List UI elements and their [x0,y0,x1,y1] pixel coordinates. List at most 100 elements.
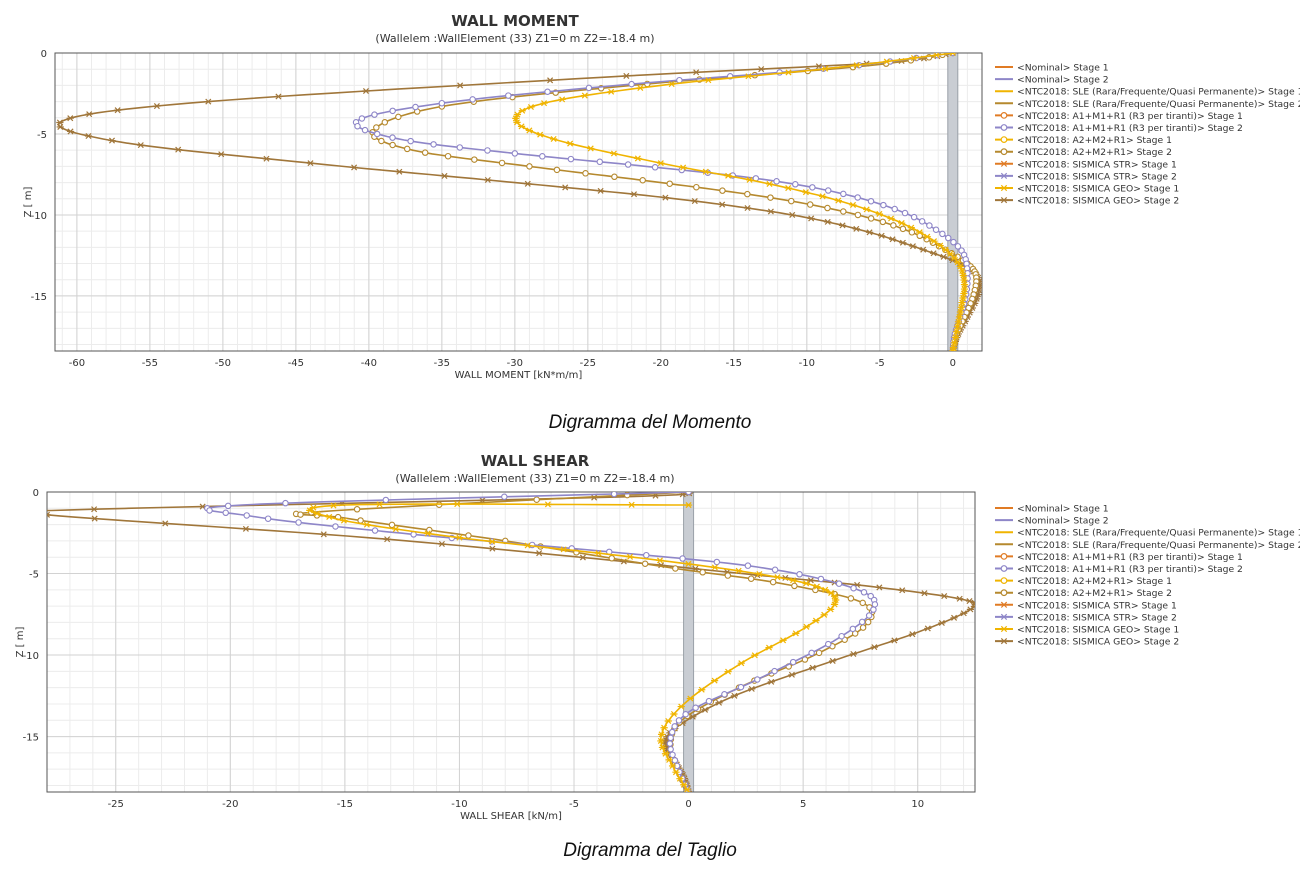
data-point [773,574,782,581]
data-point [667,734,674,742]
data-point [587,145,595,152]
data-point [325,513,333,520]
data-point [501,493,508,501]
data-point [517,123,526,130]
data-point [353,506,361,513]
data-point [898,587,906,594]
legend-label: <NTC2018: SISMICA STR> Stage 2 [1017,612,1177,623]
data-point [392,526,400,533]
data-point [544,501,552,508]
chart-subtitle: (Wallelem :WallElement (33) Z1=0 m Z2=-1… [395,472,675,485]
data-point [809,184,816,191]
legend-item: <Nominal> Stage 1 [995,504,1109,515]
legend-label: <NTC2018: A2+M2+R1> Stage 1 [1017,576,1172,587]
legend-item: <NTC2018: SLE (Rara/Frequente/Quasi Perm… [995,87,1300,98]
data-point [664,717,672,724]
data-point [744,562,752,569]
data-point [771,566,779,574]
data-point [747,575,755,582]
data-point [813,583,821,590]
y-tick-label: -15 [31,292,47,303]
data-point [363,521,371,528]
data-point [412,103,419,111]
data-point [217,151,225,158]
legend-item: <NTC2018: A2+M2+R1> Stage 2 [995,147,1172,158]
data-point [375,501,384,508]
data-point [243,512,250,519]
data-point [511,150,519,157]
data-point [505,92,512,99]
data-point [313,510,321,517]
data-point [821,65,829,72]
data-point [456,144,464,151]
data-point [47,511,51,518]
data-point [438,99,446,107]
data-point [114,107,122,114]
data-point [870,644,878,651]
data-point [685,492,692,496]
data-point [711,564,719,571]
data-point [834,197,842,204]
data-point [670,710,678,717]
y-tick-label: 0 [33,488,39,499]
legend-label: <NTC2018: SISMICA GEO> Stage 2 [1017,196,1179,207]
legend-label: <Nominal> Stage 2 [1017,75,1109,86]
y-tick-label: -10 [31,211,47,222]
x-tick-label: -55 [142,358,158,369]
data-point [354,122,361,130]
data-point [579,554,587,561]
legend-label: <NTC2018: A1+M1+R1 (R3 per tiranti)> Sta… [1017,111,1243,122]
data-point [867,215,875,222]
data-point [704,77,712,84]
data-point [858,618,866,626]
data-point [329,502,338,509]
data-point [932,53,941,59]
data-point [693,183,700,191]
data-point [403,145,411,153]
data-point [274,93,283,100]
data-point [808,649,815,657]
data-point [942,246,950,253]
chart-caption: Digramma del Taglio [563,840,737,861]
data-point [870,606,877,613]
data-point [306,507,314,514]
x-tick-label: -15 [726,358,742,369]
data-point [484,147,491,154]
data-point [395,168,403,175]
data-series [306,501,840,792]
data-point [153,103,161,110]
data-point [735,567,743,574]
data-point [684,502,693,509]
data-point [444,152,452,160]
legend-item: <NTC2018: SISMICA STR> Stage 1 [995,159,1177,170]
chart-subtitle: (Wallelem :WallElement (33) Z1=0 m Z2=-1… [375,32,655,45]
legend-item: <NTC2018: SISMICA STR> Stage 1 [995,600,1177,611]
data-point [715,699,723,706]
data-point [665,756,673,763]
data-point [657,737,665,744]
data-point [853,62,861,69]
data-point [332,523,339,530]
data-point [719,187,726,194]
data-point [699,569,706,576]
data-point [767,208,775,215]
data-point [395,113,402,121]
data-point [854,211,862,219]
data-point [525,127,533,134]
legend-item: <NTC2018: A2+M2+R1> Stage 2 [995,588,1172,599]
data-point [526,163,533,170]
data-point [320,531,328,538]
data-point [465,532,472,539]
legend-marker [1000,613,1008,621]
x-tick-label: -25 [580,358,596,369]
data-point [560,546,568,553]
data-point [611,173,618,181]
data-point [383,536,391,543]
data-point [535,550,543,557]
data-point [675,717,683,724]
data-point [222,509,229,517]
data-point [938,619,946,626]
legend-item: <NTC2018: SISMICA GEO> Stage 1 [995,625,1179,636]
data-point [859,624,867,631]
data-point [838,222,847,229]
